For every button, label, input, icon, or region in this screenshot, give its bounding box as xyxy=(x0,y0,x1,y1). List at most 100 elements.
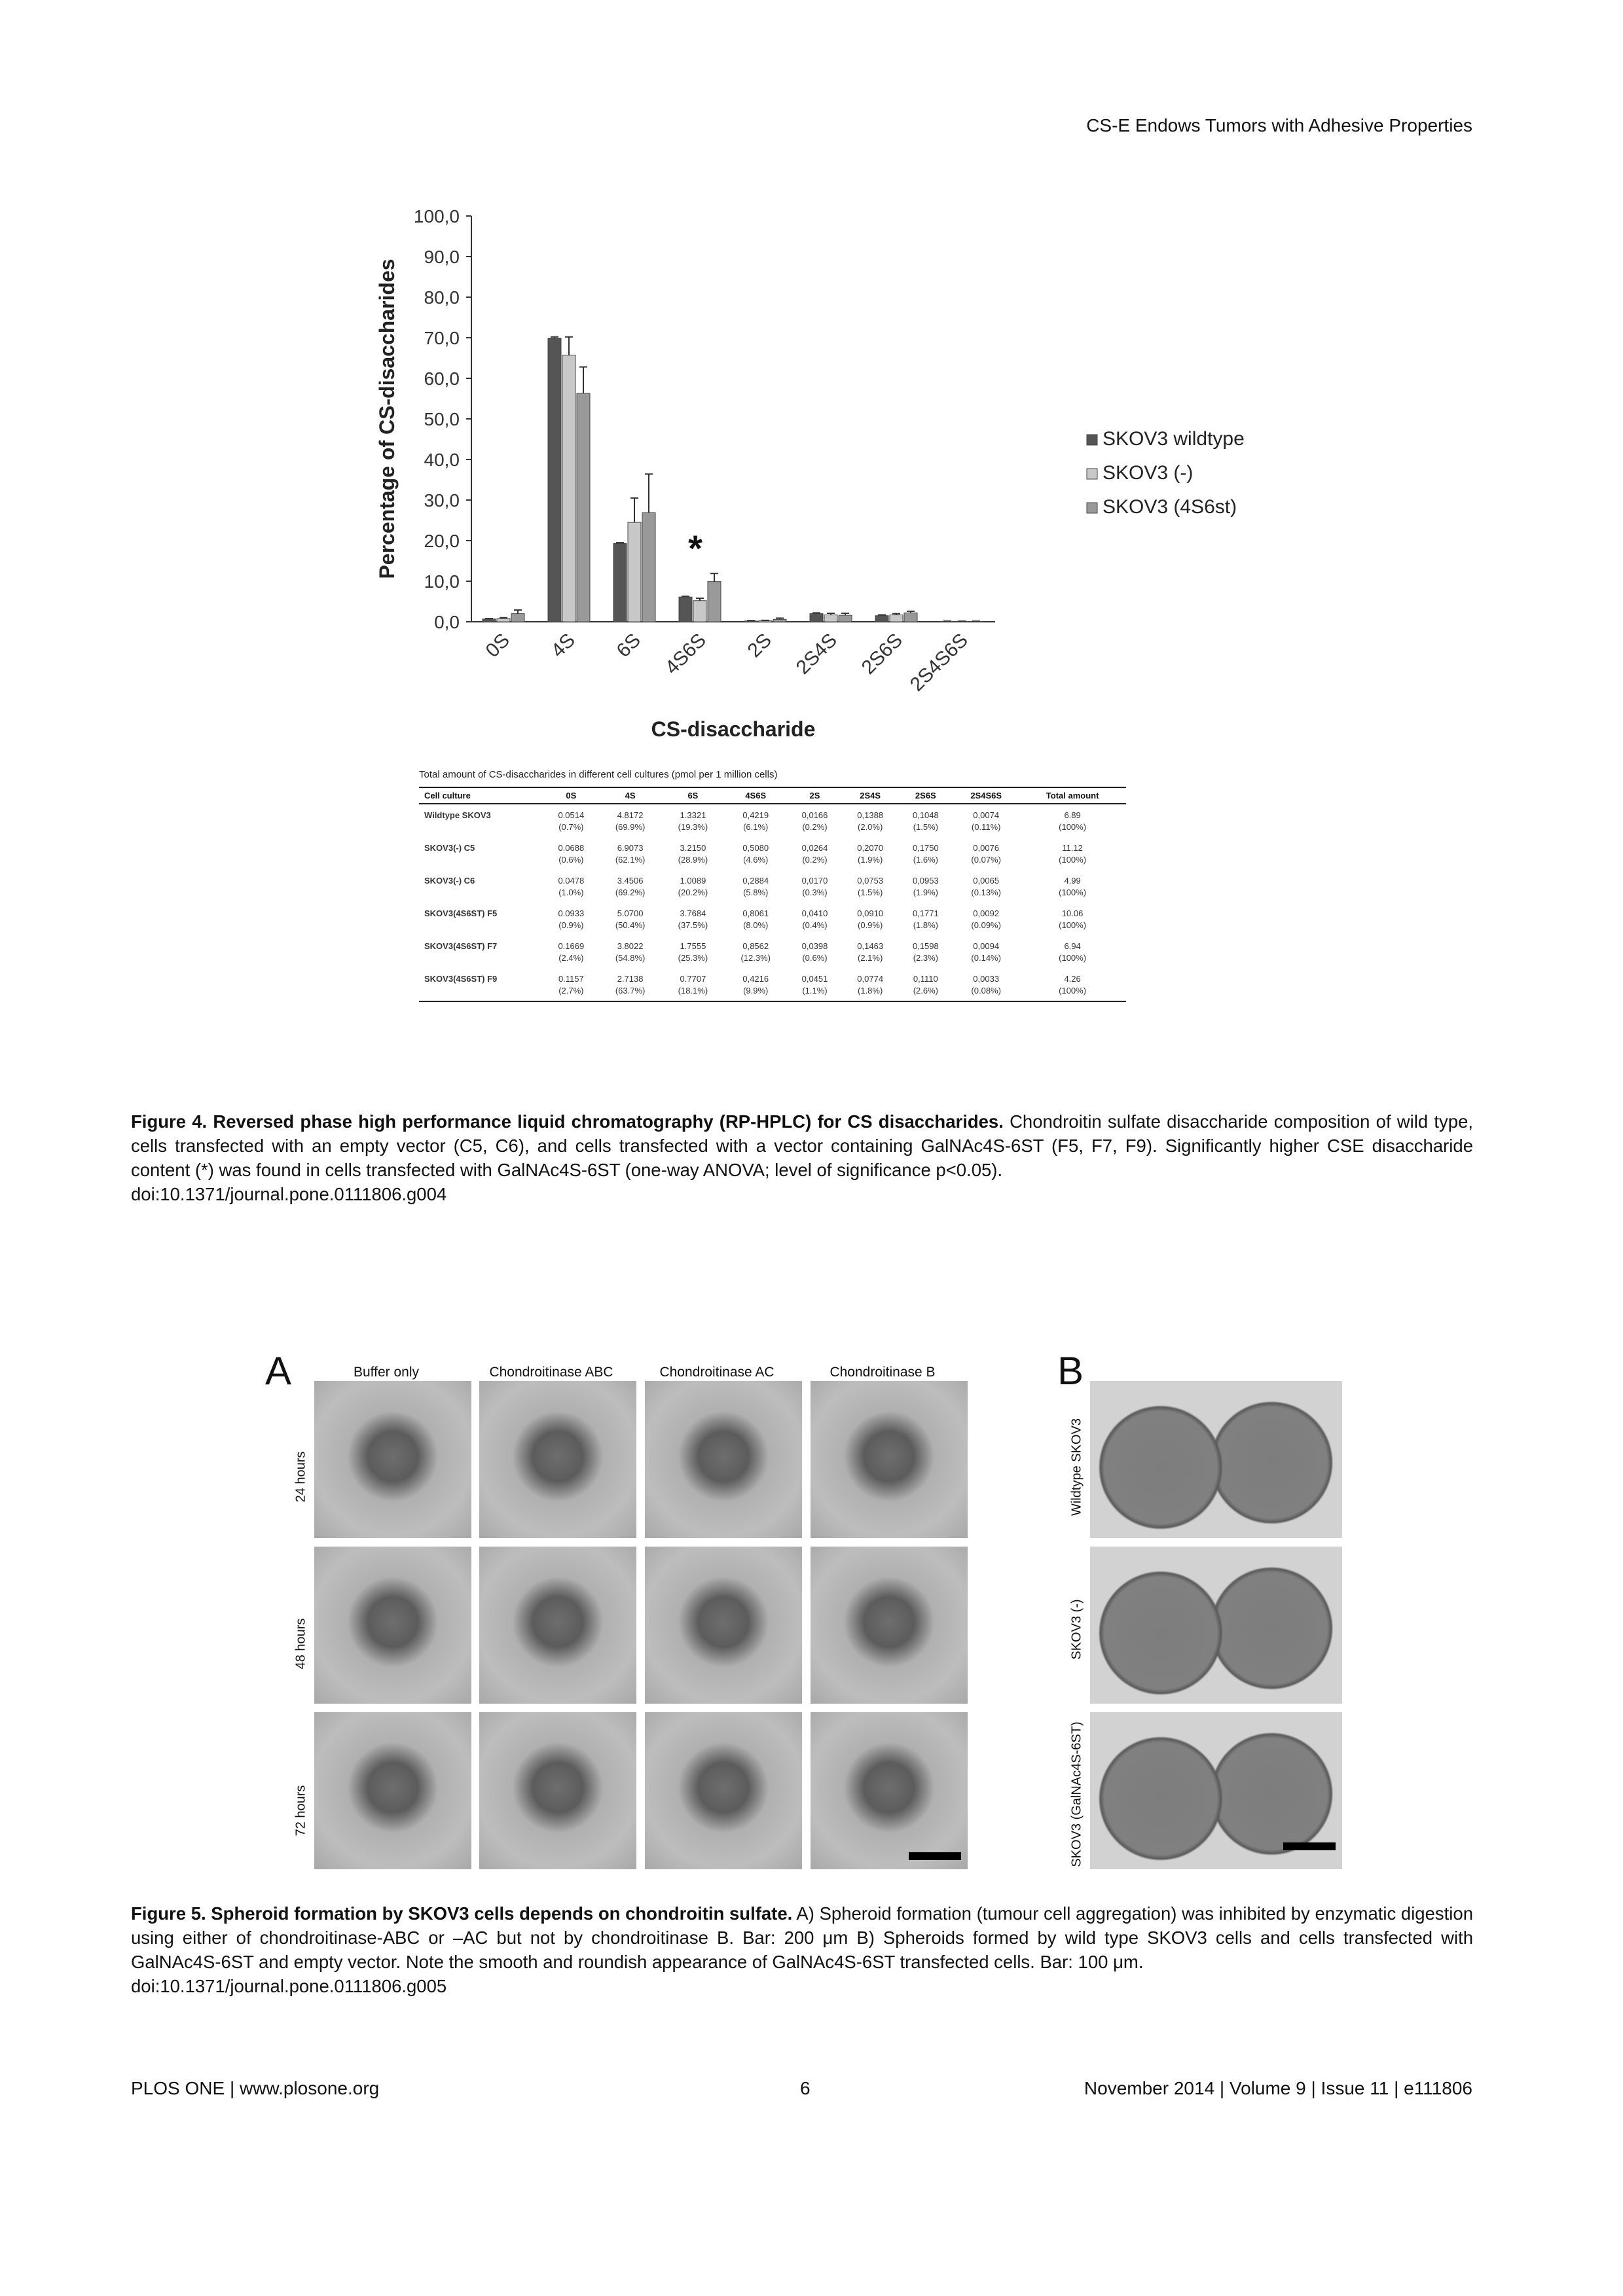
table-cell-percent: (54.8%) xyxy=(615,953,646,963)
table-cell-value: 0.7707 xyxy=(680,974,706,984)
table-cell-value: 0,1048 xyxy=(912,810,939,820)
table-cell: 0,1048 (1.5%) xyxy=(898,804,954,837)
table-cell-value: 3.8022 xyxy=(617,941,644,951)
table-cell-value: 0,0065 xyxy=(973,876,1000,886)
table-cell: 0,0410 (0.4%) xyxy=(787,903,843,935)
table-body: Wildtype SKOV3 0.0514 (0.7%) 4.8172 (69.9%) 1… xyxy=(419,804,1126,1002)
table-cell-percent: (100%) xyxy=(1059,986,1087,996)
disaccharide-table: Cell culture 0S 4S 6S 4S6S 2S 2S4S 2S6S 2S4S6S To… xyxy=(419,787,1126,1002)
table-cell: 0,1463 (2.1%) xyxy=(843,935,898,968)
table-cell: 1.3321 (19.3%) xyxy=(662,804,725,837)
table-cell-value: 4.26 xyxy=(1064,974,1081,984)
figure4-caption: Figure 4. Reversed phase high performanc… xyxy=(131,1109,1473,1206)
table-cell-percent: (0.3%) xyxy=(802,888,828,897)
table-cell-value: 4.8172 xyxy=(617,810,644,820)
table-cell: 0,0451 (1.1%) xyxy=(787,968,843,1002)
table-cell-value: 0,0953 xyxy=(912,876,939,886)
y-tick-label: 80,0 xyxy=(424,287,460,308)
table-cell-percent: (63.7%) xyxy=(615,986,646,996)
table-cell-value: 0.1669 xyxy=(558,941,585,951)
table-cell-value: 3.7684 xyxy=(680,908,706,918)
table-cell-value: 0,0094 xyxy=(973,941,1000,951)
table-cell-percent: (0.08%) xyxy=(971,986,1001,996)
table-cell-value: 0,0166 xyxy=(801,810,828,820)
spheroid-micrograph xyxy=(811,1381,968,1538)
table-cell-percent: (20.2%) xyxy=(678,888,708,897)
table-cell: 4.8172 (69.9%) xyxy=(599,804,662,837)
table-cell-value: 0.0688 xyxy=(558,843,585,853)
table-cell-value: 2.7138 xyxy=(617,974,644,984)
table-cell: 0,0910 (0.9%) xyxy=(843,903,898,935)
table-cell-value: 0,0774 xyxy=(857,974,884,984)
table-cell: 0,0094 (0.14%) xyxy=(953,935,1019,968)
table-cell-value: 0,0033 xyxy=(973,974,1000,984)
x-tick-label: 4S xyxy=(547,630,579,662)
table-cell-value: 1.0089 xyxy=(680,876,706,886)
figure4-doi: doi:10.1371/journal.pone.0111806.g004 xyxy=(131,1184,447,1204)
x-tick-label: 2S6S xyxy=(858,630,907,679)
table-cell-value: 0,0410 xyxy=(801,908,828,918)
table-cell: 0,1388 (2.0%) xyxy=(843,804,898,837)
table-cell: 10.06 (100%) xyxy=(1019,903,1126,935)
spheroid-micrograph xyxy=(1090,1547,1342,1704)
table-cell-value: 0.0933 xyxy=(558,908,585,918)
table-header-cell: 2S xyxy=(787,787,843,804)
table-cell: 3.8022 (54.8%) xyxy=(599,935,662,968)
table-cell-value: 0,0076 xyxy=(973,843,1000,853)
table-header-cell: 6S xyxy=(661,787,725,804)
table-cell: 0,0170 (0.3%) xyxy=(787,870,843,903)
table-cell-percent: (2.7%) xyxy=(558,986,584,996)
table-row-label: SKOV3(4S6ST) F5 xyxy=(424,908,498,918)
table-cell-percent: (69.9%) xyxy=(615,822,646,832)
y-tick-label: 70,0 xyxy=(424,328,460,348)
bar xyxy=(773,619,787,622)
table-cell-value: 0,0910 xyxy=(857,908,884,918)
bar xyxy=(875,615,889,622)
y-tick-label: 10,0 xyxy=(424,571,460,592)
x-tick-label: 2S xyxy=(744,630,776,662)
table-cell: 11.12 (100%) xyxy=(1019,837,1126,870)
bar xyxy=(576,393,591,622)
table-cell-percent: (19.3%) xyxy=(678,822,708,832)
table-cell: 0,8562 (12.3%) xyxy=(724,935,787,968)
y-tick-label: 90,0 xyxy=(424,247,460,267)
table-cell: 0,0074 (0.11%) xyxy=(953,804,1019,837)
spheroid-micrograph xyxy=(1090,1381,1342,1538)
y-tick-label: 60,0 xyxy=(424,368,460,389)
table-cell: 0,0774 (1.8%) xyxy=(842,968,898,1002)
table-cell-value: 0,2884 xyxy=(742,876,769,886)
table-cell: 2.7138 (63.7%) xyxy=(598,968,662,1002)
table-cell-percent: (2.4%) xyxy=(558,953,584,963)
y-axis-label: Percentage of CS-disaccharides xyxy=(375,259,399,579)
y-tick-label: 0,0 xyxy=(434,612,460,632)
table-cell: 3.2150 (28.9%) xyxy=(662,837,725,870)
bar xyxy=(562,355,576,622)
table-cell-value: 6.94 xyxy=(1064,941,1081,951)
bar-chart-svg: 0,0 10,0 20,0 30,0 40,0 50,0 60,0 70,0 80,0 90,0 1… xyxy=(375,206,1245,741)
table-cell-percent: (1.5%) xyxy=(858,888,883,897)
table-cell: 6.89 (100%) xyxy=(1019,804,1126,837)
column-label-chabc: Chondroitinase ABC xyxy=(489,1365,613,1380)
bar xyxy=(809,613,824,622)
table-cell-value: 6.89 xyxy=(1064,810,1081,820)
table-cell-value: 0,8061 xyxy=(742,908,769,918)
table-cell: 0,5080 (4.6%) xyxy=(724,837,787,870)
table-cell: 0.0478 (1.0%) xyxy=(543,870,599,903)
table-cell: 0.1157 (2.7%) xyxy=(543,968,599,1002)
scale-bar-a xyxy=(909,1852,961,1860)
table-cell: 1.0089 (20.2%) xyxy=(662,870,725,903)
table-cell-value: 0.0514 xyxy=(558,810,585,820)
table-cell: 4.26 (100%) xyxy=(1019,968,1126,1002)
table-cell: 3.4506 (69.2%) xyxy=(599,870,662,903)
table-cell-percent: (1.8%) xyxy=(858,986,883,996)
legend-swatch xyxy=(1086,468,1098,480)
table-cell-percent: (28.9%) xyxy=(678,855,708,865)
legend-swatch xyxy=(1086,502,1098,514)
table-cell: 0,0076 (0.07%) xyxy=(953,837,1019,870)
legend-label: SKOV3 (4S6st) xyxy=(1103,496,1237,518)
table-row-label: SKOV3(-) C6 xyxy=(424,876,475,886)
bar xyxy=(482,619,496,622)
table-cell-percent: (4.6%) xyxy=(743,855,769,865)
table-cell: 0,2884 (5.8%) xyxy=(724,870,787,903)
bar xyxy=(511,613,525,622)
